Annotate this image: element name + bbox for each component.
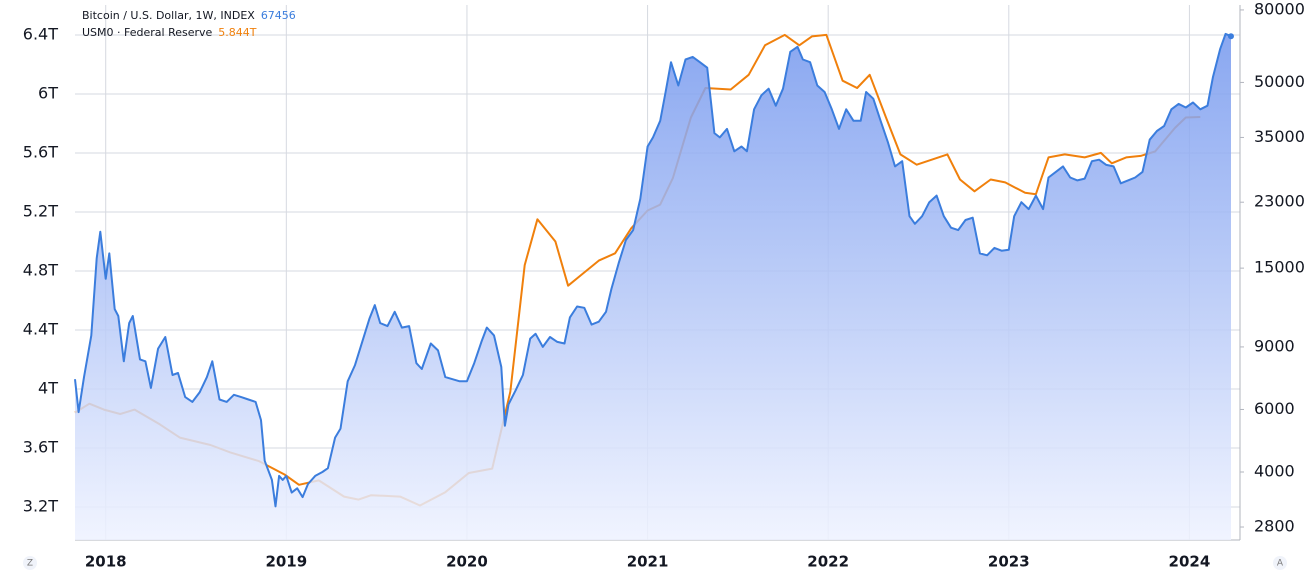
zoom-button-label[interactable]: Z [27, 559, 33, 569]
series-line [74, 32, 1232, 508]
auto-button-label[interactable]: A [1277, 559, 1284, 569]
y-tick-label: 3.2T [23, 496, 58, 515]
auto-button[interactable] [1273, 556, 1287, 570]
y2-tick-label: 2800 [1254, 517, 1295, 536]
legend-label: USM0 · Federal Reserve [82, 26, 213, 39]
y2-tick-label: 23000 [1254, 192, 1305, 211]
x-tick-label: 2024 [1169, 553, 1211, 571]
x-tick-label: 2020 [446, 553, 488, 571]
x-tick-label: 2021 [627, 553, 669, 571]
legend-label: Bitcoin / U.S. Dollar, 1W, INDEX [82, 9, 255, 22]
y-tick-label: 5.6T [23, 142, 58, 161]
y2-tick-label: 6000 [1254, 399, 1295, 418]
y2-tick-label: 35000 [1254, 127, 1305, 146]
y-tick-label: 6T [38, 83, 58, 102]
y2-tick-label: 50000 [1254, 72, 1305, 91]
x-tick-label: 2023 [988, 553, 1030, 571]
y-tick-label: 4.4T [23, 319, 58, 338]
y2-tick-label: 9000 [1254, 336, 1295, 355]
x-tick-label: 2022 [807, 553, 849, 571]
y-tick-label: 6.4T [23, 24, 58, 43]
y2-tick-label: 80000 [1254, 0, 1305, 18]
last-point [1227, 33, 1234, 40]
x-tick-label: 2018 [85, 553, 127, 571]
x-tick-label: 2019 [265, 553, 307, 571]
legend-value: 5.844T [218, 26, 256, 39]
y-tick-label: 4.8T [23, 260, 58, 279]
zoom-button[interactable] [23, 556, 37, 570]
y-tick-label: 5.2T [23, 201, 58, 220]
y2-tick-label: 15000 [1254, 258, 1305, 277]
legend-value: 67456 [261, 9, 296, 22]
series-area [75, 33, 1231, 541]
y-tick-label: 4T [38, 378, 58, 397]
y2-tick-label: 4000 [1254, 462, 1295, 481]
y-tick-label: 3.6T [23, 437, 58, 456]
